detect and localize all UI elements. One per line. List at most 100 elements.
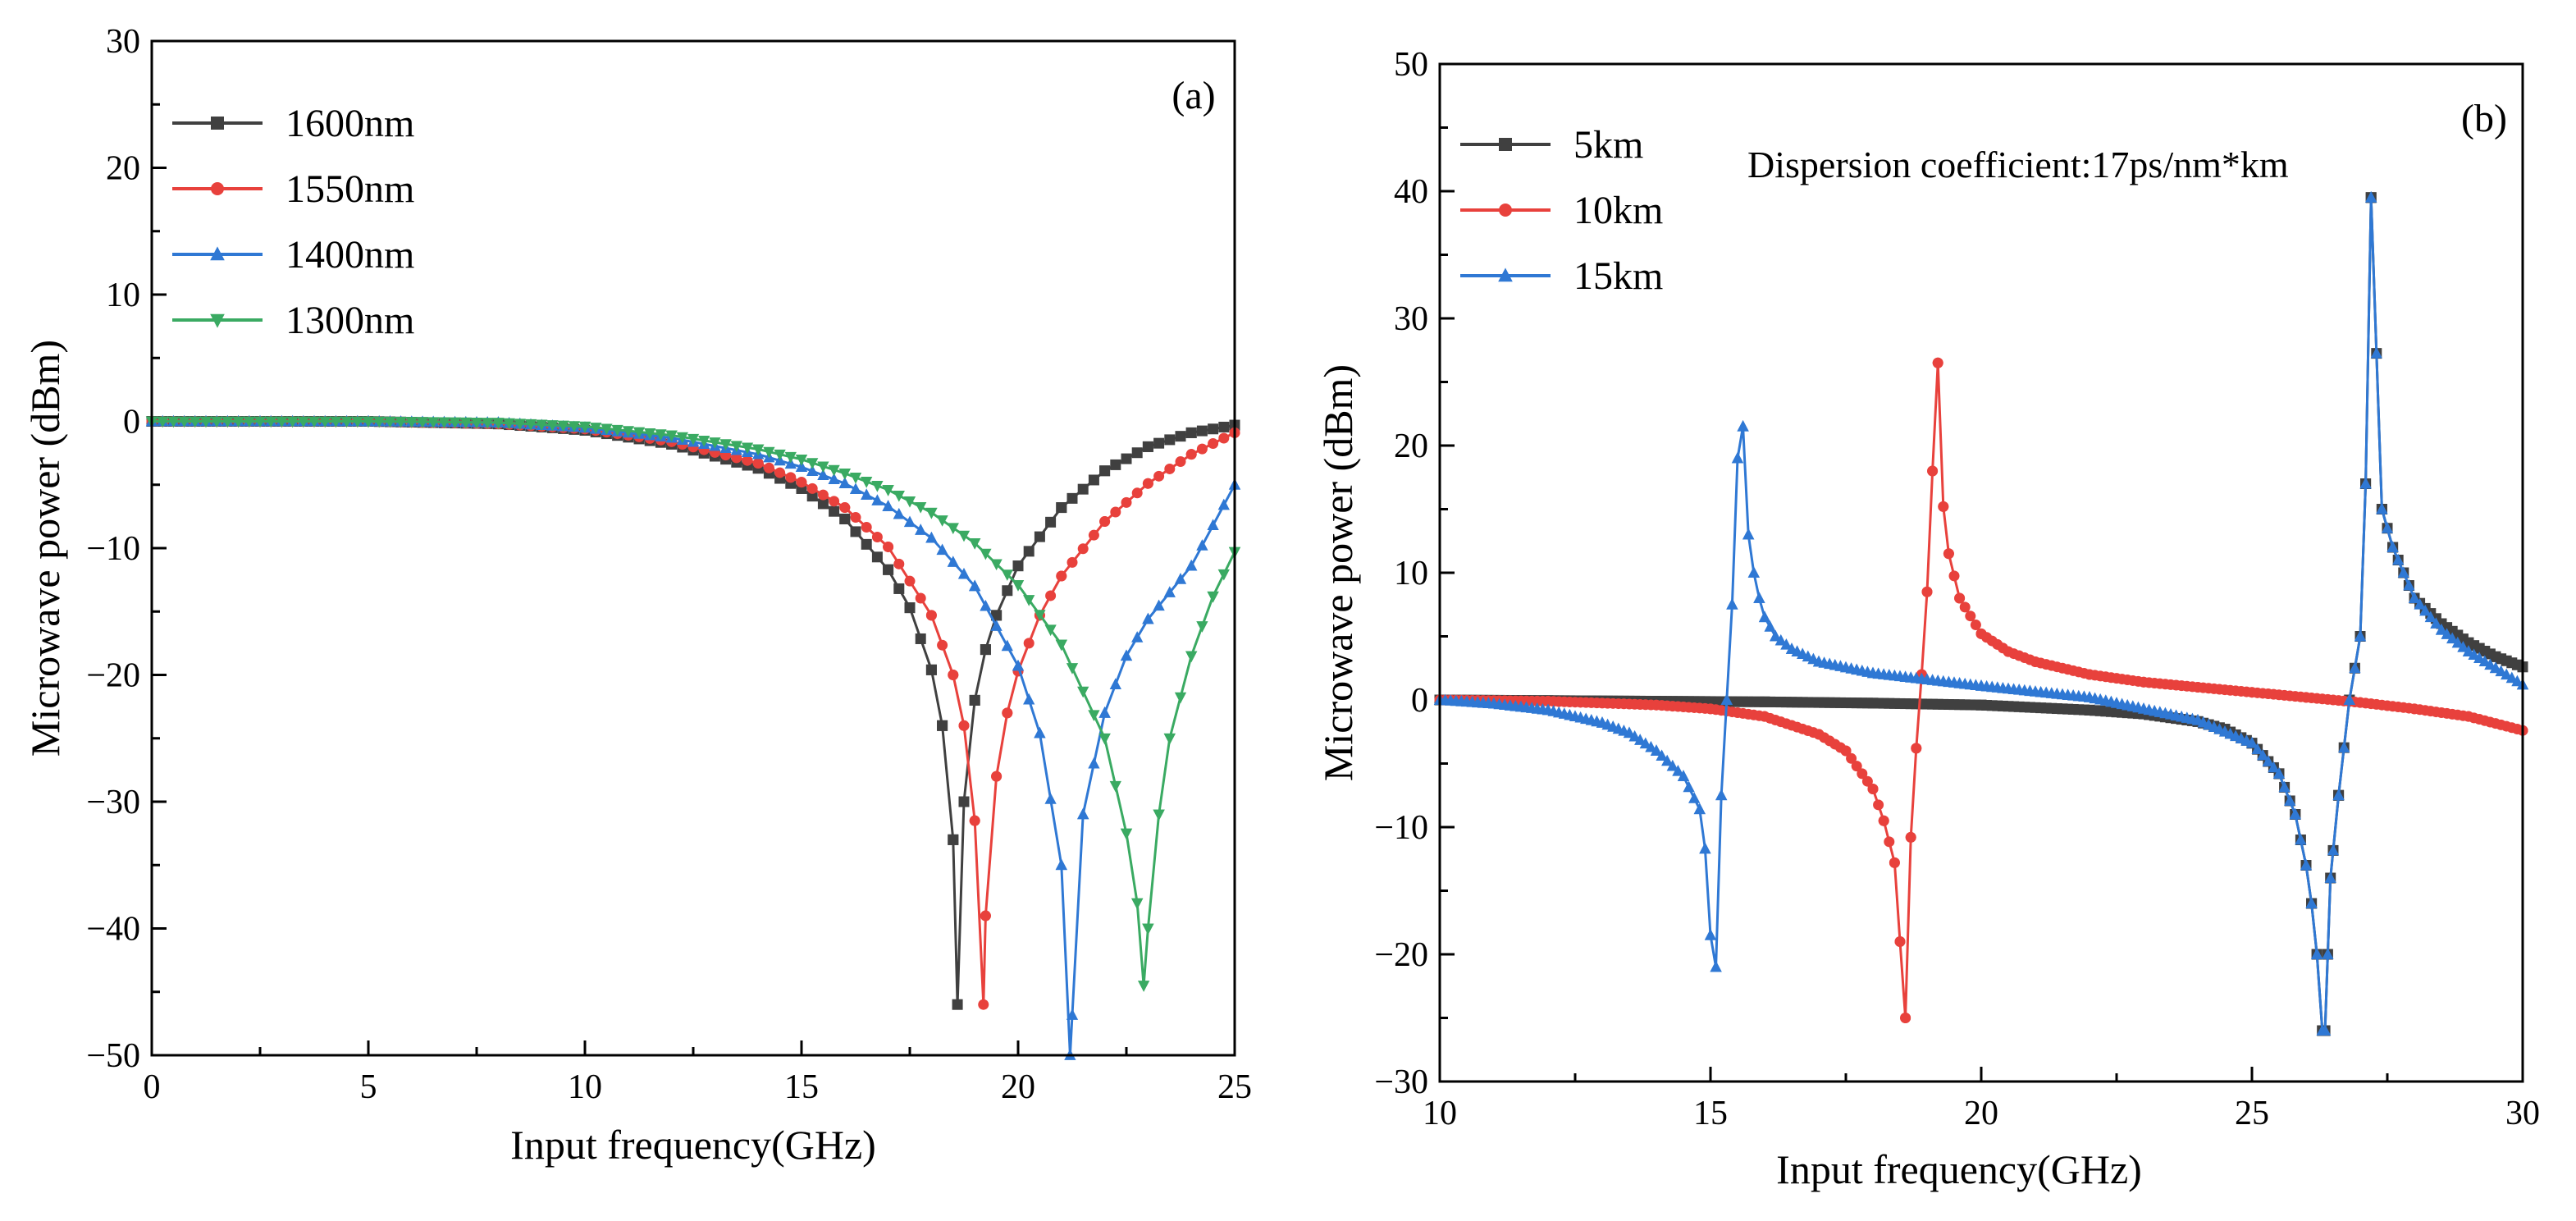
data-point [1153,437,1165,449]
data-point [1077,543,1089,555]
data-point [1846,752,1857,764]
data-point [1098,707,1111,718]
data-point [990,559,1003,571]
data-point [286,416,299,428]
data-point [557,420,569,432]
data-point [719,439,732,450]
data-point [839,502,851,514]
data-point [2349,661,2361,674]
y-tick-label: 30 [1394,300,1428,338]
data-point [1001,639,1013,652]
data-point [2381,521,2394,533]
data-point [1207,591,1219,603]
data-point [1894,936,1906,947]
legend-item-15km: 15km [1460,254,1663,298]
panel-a-y-axis-title: Microwave power (dBm) [22,340,68,757]
data-point [1066,556,1078,568]
data-point [1163,586,1176,597]
data-point [1867,784,1879,794]
data-point [1023,693,1035,705]
data-point [482,418,494,429]
data-point [1077,686,1089,698]
panel-b-y-axis-title: Microwave power (dBm) [1315,364,1361,781]
data-point [969,579,981,592]
data-point [1099,465,1111,477]
data-point [2284,794,2296,806]
data-point [980,548,992,560]
data-point [1699,842,1711,854]
data-point [1683,780,1695,793]
x-tick-label: 20 [1001,1068,1035,1106]
data-point [978,999,989,1010]
data-point [1932,357,1943,368]
data-point [1023,546,1035,557]
data-point [1142,478,1153,489]
data-point [2365,190,2377,203]
data-point [611,424,623,437]
data-point [817,469,829,481]
data-point [178,416,190,428]
data-point [861,488,873,500]
data-point [1207,519,1219,531]
data-point [1044,624,1057,637]
legend-item-1550nm: 1550nm [172,167,414,211]
data-point [1131,631,1144,643]
data-point [784,451,797,464]
data-point [459,417,472,429]
data-point [915,501,927,514]
data-point [351,416,363,428]
data-point [1174,692,1187,704]
data-point [362,416,375,428]
x-tick-label: 15 [784,1068,819,1106]
data-point [936,515,948,527]
y-tick-label: −20 [86,657,140,695]
legend-item-5km: 5km [1460,123,1643,167]
data-point [1174,573,1187,584]
data-point [1758,610,1771,623]
data-point [980,910,991,921]
x-tick-label: 10 [568,1068,602,1106]
series-line-1550nm [152,420,1235,1006]
data-point [622,426,634,437]
data-point [763,446,775,459]
data-point [2289,807,2301,820]
data-point [1911,743,1922,754]
data-point [1153,809,1165,821]
data-point [1196,425,1208,437]
data-point [1704,928,1717,940]
data-point [2343,693,2355,705]
data-point [838,477,851,489]
panel-b-series-group [1433,190,2529,1036]
data-point [991,771,1003,782]
legend-item-1600nm: 1600nm [172,102,414,145]
data-point [817,498,829,510]
series-1600nm [146,416,1240,1010]
data-point [211,416,223,428]
data-point [1153,470,1165,482]
data-point [1142,441,1153,452]
y-tick-label: 20 [106,150,140,188]
data-point [1121,496,1132,508]
data-point [1217,569,1230,581]
data-point [1175,431,1186,442]
data-point [1677,770,1690,781]
data-point [937,720,948,731]
data-point [861,477,873,488]
panel-a-label: (a) [1172,74,1215,117]
data-point [1873,799,1884,811]
panel-a: 0 5 10 15 20 25 −50 −40 −30 −20 −10 0 10 20 30 (a) Inp… [22,23,1252,1168]
data-point [1720,693,1733,705]
data-point [925,664,937,675]
data-point [2419,604,2432,616]
data-point [1948,570,1960,582]
data-point [524,418,537,431]
data-point [1088,757,1100,769]
data-point [395,417,407,428]
data-point [1672,765,1684,776]
data-point [730,441,742,453]
data-point [340,416,353,428]
data-point [276,416,288,428]
data-point [915,633,926,644]
legend-marker [1499,204,1512,217]
